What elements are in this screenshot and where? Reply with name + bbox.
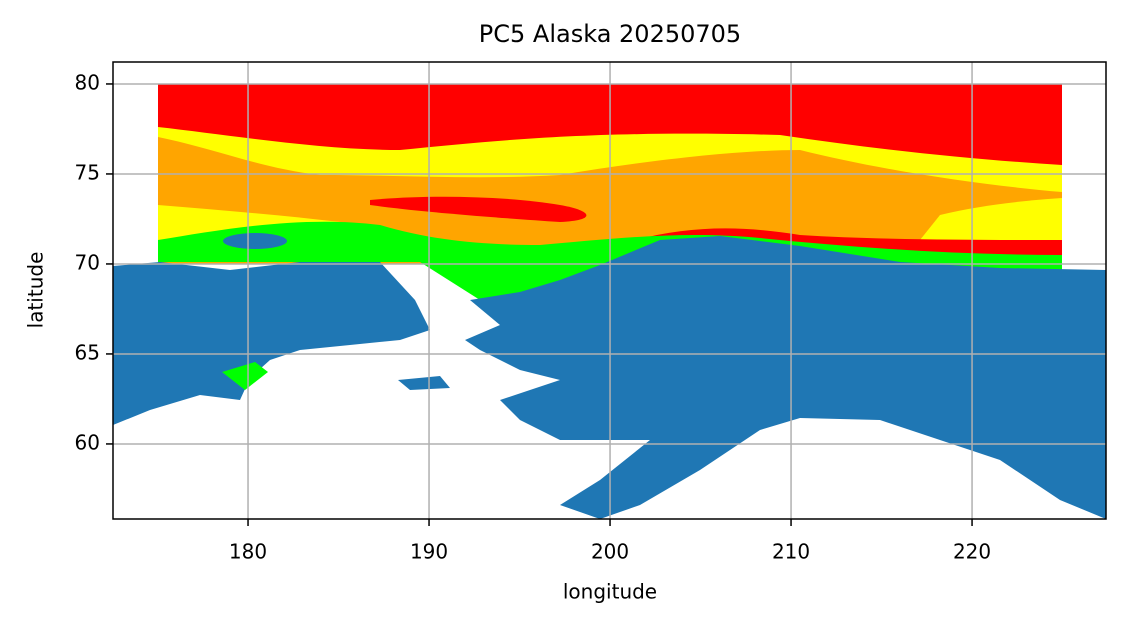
island <box>398 376 450 390</box>
x-tick-label: 190 <box>410 540 448 564</box>
y-tick-label: 65 <box>75 340 100 364</box>
chart-title: PC5 Alaska 20250705 <box>479 20 741 48</box>
y-tick-label: 70 <box>75 250 100 274</box>
x-tick-label: 180 <box>229 540 267 564</box>
lake <box>223 233 287 249</box>
x-tick-label: 210 <box>772 540 810 564</box>
y-tick-label: 80 <box>75 70 100 94</box>
land-russia <box>113 262 430 425</box>
y-tick-label: 75 <box>75 160 100 184</box>
land-alaska <box>465 236 1106 519</box>
grid <box>113 62 1106 519</box>
x-tick-label: 200 <box>591 540 629 564</box>
x-axis-label: longitude <box>563 580 657 604</box>
ice-yellow-right <box>920 198 1062 245</box>
ice-red-stripe <box>370 196 587 222</box>
y-tick-label: 60 <box>75 430 100 454</box>
land-green <box>222 362 268 390</box>
x-tick-label: 220 <box>953 540 991 564</box>
y-axis-label: latitude <box>24 252 48 329</box>
